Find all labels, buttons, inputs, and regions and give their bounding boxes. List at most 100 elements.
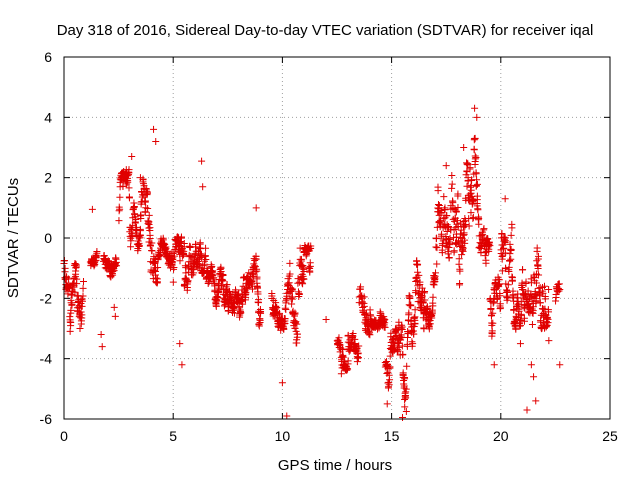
data-point [288, 300, 296, 308]
x-tick-label: 20 [493, 428, 509, 444]
data-point [125, 166, 133, 174]
data-point [286, 259, 294, 267]
data-point [88, 205, 96, 213]
data-point [218, 282, 226, 290]
data-point [77, 296, 85, 304]
data-point [401, 375, 409, 383]
data-point [148, 239, 156, 247]
data-point [184, 277, 192, 285]
data-point [299, 280, 307, 288]
data-point [505, 263, 513, 271]
data-point [293, 330, 301, 338]
data-point [300, 275, 308, 283]
data-point [381, 323, 389, 331]
data-point [237, 309, 245, 317]
data-point [253, 273, 261, 281]
data-point [429, 302, 437, 310]
data-point [67, 306, 75, 314]
data-point [521, 300, 529, 308]
data-point [435, 211, 443, 219]
data-point [534, 252, 542, 260]
data-point [322, 315, 330, 323]
data-point [298, 279, 306, 287]
data-point [472, 154, 480, 162]
data-point [125, 194, 133, 202]
y-tick-label: -4 [40, 351, 53, 367]
data-point [170, 252, 178, 260]
data-point [498, 255, 506, 263]
data-point [433, 244, 441, 252]
data-point [532, 279, 540, 287]
data-point [248, 285, 256, 293]
data-point [414, 260, 422, 268]
data-point [360, 302, 368, 310]
data-point [98, 343, 106, 351]
data-point [488, 327, 496, 335]
data-point [381, 316, 389, 324]
data-point [455, 255, 463, 263]
data-point [399, 413, 407, 421]
data-point [110, 267, 118, 275]
data-point [360, 293, 368, 301]
data-point [113, 262, 121, 270]
data-point [176, 257, 184, 265]
y-tick-label: 0 [44, 230, 52, 246]
data-point [77, 308, 85, 316]
data-point [532, 397, 540, 405]
data-point [124, 178, 132, 186]
data-point [144, 205, 152, 213]
data-point [335, 334, 343, 342]
data-point [68, 300, 76, 308]
data-point [272, 302, 280, 310]
data-point [285, 279, 293, 287]
data-point [555, 287, 563, 295]
data-point [521, 317, 529, 325]
data-point [349, 330, 357, 338]
data-point [377, 309, 385, 317]
data-point [339, 345, 347, 353]
data-point [514, 290, 522, 298]
data-point [402, 385, 410, 393]
data-point [497, 304, 505, 312]
data-point [255, 296, 263, 304]
data-point [433, 260, 441, 268]
data-point [354, 349, 362, 357]
data-point [446, 234, 454, 242]
data-point [383, 400, 391, 408]
data-point [411, 306, 419, 314]
data-point [498, 229, 506, 237]
data-point [459, 244, 467, 252]
data-point [251, 256, 259, 264]
data-point [428, 306, 436, 314]
data-point [239, 300, 247, 308]
data-point [79, 277, 87, 285]
data-point [233, 291, 241, 299]
data-point [136, 174, 144, 182]
data-point [421, 288, 429, 296]
data-point [402, 394, 410, 402]
data-point [110, 303, 118, 311]
data-point [501, 195, 509, 203]
data-point [442, 162, 450, 170]
data-point [541, 295, 549, 303]
data-point [496, 280, 504, 288]
data-point [440, 215, 448, 223]
data-point [337, 370, 345, 378]
data-point [202, 244, 210, 252]
data-point [247, 278, 255, 286]
data-point [504, 281, 512, 289]
data-point [487, 305, 495, 313]
data-point [506, 250, 514, 258]
data-point [73, 292, 81, 300]
data-point [508, 274, 516, 282]
data-point [471, 104, 479, 112]
data-point [544, 319, 552, 327]
data-point [530, 373, 538, 381]
data-point [116, 205, 124, 213]
data-point [252, 204, 260, 212]
data-point [454, 204, 462, 212]
data-point [507, 246, 515, 254]
data-point [127, 237, 135, 245]
data-point [522, 278, 530, 286]
